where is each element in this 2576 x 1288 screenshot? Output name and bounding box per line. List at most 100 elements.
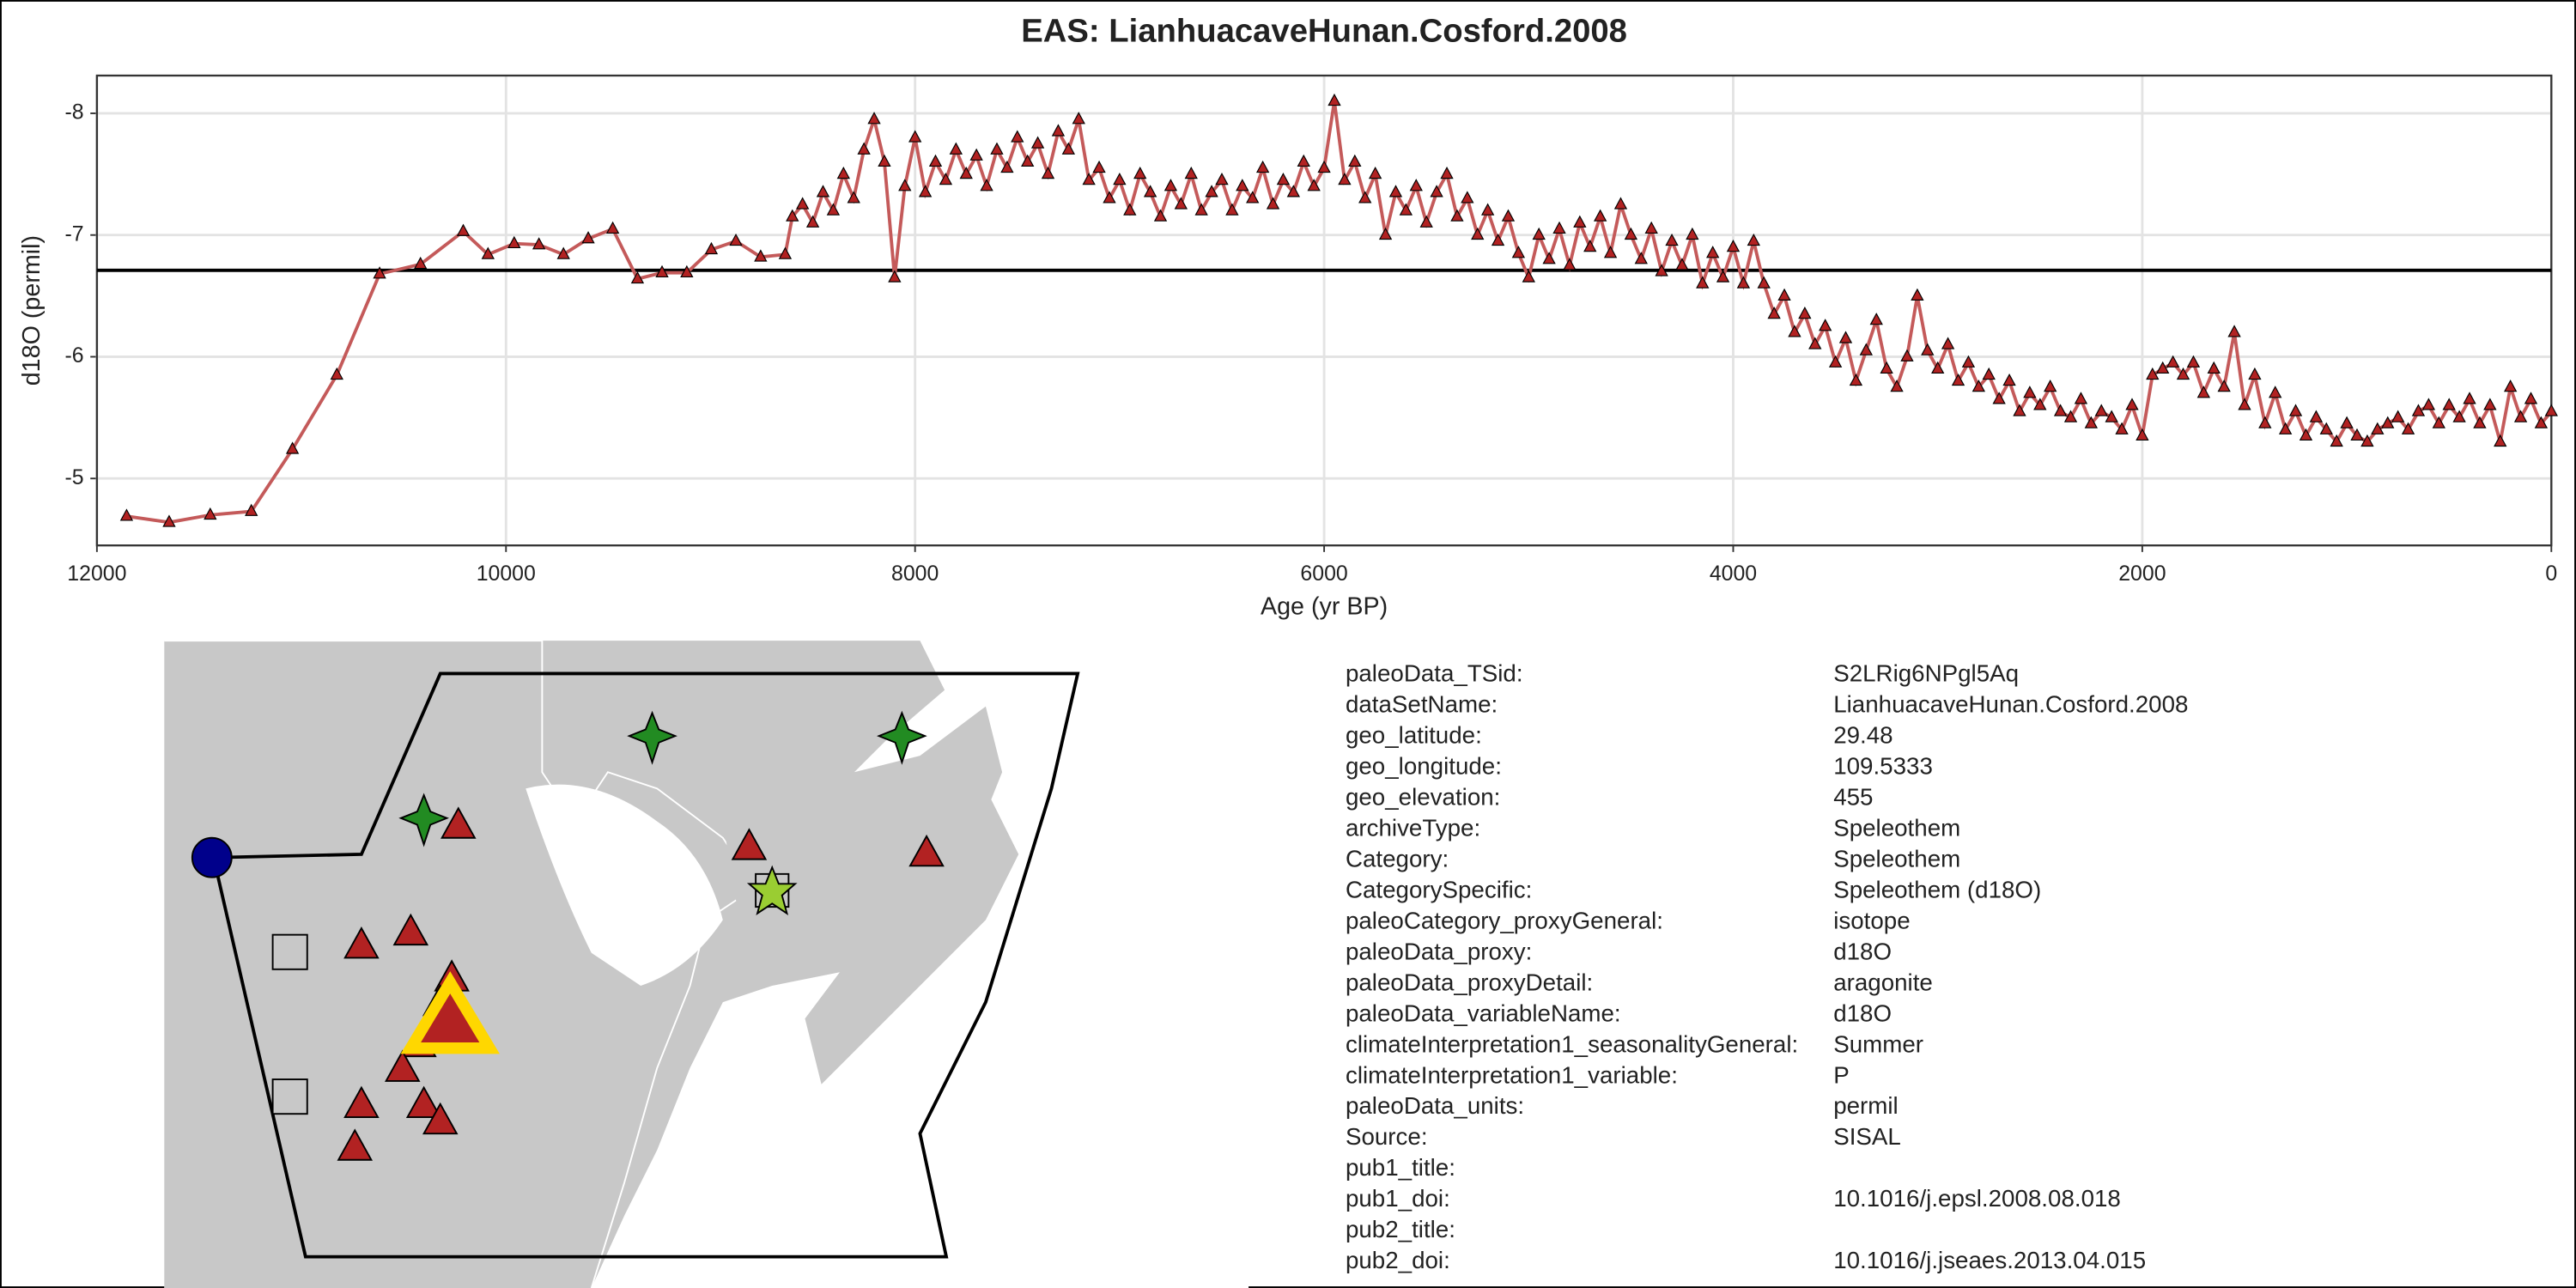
data-point [969,148,983,161]
plot-border [95,74,2553,547]
info-key: dataSetName: [1346,691,1498,718]
japan [805,788,1019,1084]
data-point [1246,191,1260,204]
data-point [1194,203,1208,216]
data-point [2084,416,2099,428]
data-point [581,231,595,244]
data-point [1941,337,1955,349]
data-point [1011,130,1024,143]
x-axis-label: Age (yr BP) [1261,592,1388,620]
data-point [2115,422,2129,434]
info-value: d18O [1833,999,1892,1026]
info-value: isotope [1833,907,1910,933]
data-point [1644,221,1658,234]
data-point [1961,355,1976,368]
data-point [898,179,912,191]
data-point [2002,373,2016,386]
data-point [1378,227,1393,240]
data-point [2360,434,2374,447]
data-point [2513,410,2528,422]
selected-site [400,971,500,1054]
data-point [786,209,799,222]
data-point [1726,240,1741,252]
data-point [1317,160,1331,173]
info-value: Speleothem [1833,845,1960,872]
data-point [2217,380,2231,392]
data-point [1552,221,1566,234]
data-point [456,223,471,236]
data-point [1696,276,1710,289]
data-point [1613,197,1628,210]
site-marker [627,710,677,765]
x-tick-label: 6000 [1300,562,1347,586]
info-value: d18O [1833,938,1892,964]
info-value: Speleothem [1833,815,1960,841]
data-point [2105,410,2118,422]
y-tick-label: -8 [64,100,83,125]
data-point [826,203,841,216]
info-value: S2LRig6NPgl5Aq [1833,660,2019,687]
data-point [1971,380,1985,392]
data-point [2023,386,2037,398]
data-point [867,112,881,125]
data-point [805,215,820,228]
data-point [959,166,973,179]
data-point [2309,410,2324,422]
data-point [1819,319,1832,331]
data-point [704,241,719,255]
data-point [1358,191,1372,204]
data-point [2340,416,2354,428]
data-point [1051,124,1066,137]
data-point [2196,386,2211,398]
data-point [1634,252,1648,264]
data-point [1573,215,1587,228]
info-key: paleoData_proxyDetail: [1346,969,1593,995]
info-key: paleoData_TSid: [1346,660,1523,687]
data-point [1716,270,1730,283]
data-point [918,185,933,197]
data-point [1594,209,1607,222]
info-value: SISAL [1833,1123,1901,1150]
data-point [836,166,850,179]
info-value: 10.1016/j.jseaes.2013.04.015 [1833,1247,2146,1273]
data-point [1890,380,1904,392]
data-point [729,233,743,246]
data-point [980,179,993,191]
data-point [1255,160,1270,173]
data-point [2432,416,2445,428]
region-outline [211,671,1080,1259]
data-point [1808,337,1822,349]
data-point [1675,258,1689,270]
plot: -8 -7 -6 -5 12000 10000 8000 6000 4000 2000 0 [64,74,2558,586]
data-point [2186,355,2201,368]
data-point [1461,191,1474,204]
data-point [1113,173,1127,185]
data-point [1767,306,1781,319]
data-point [2371,422,2385,434]
data-point [1542,252,1556,264]
data-point [2504,380,2518,392]
data-point [1992,392,2006,404]
info-key: pub1_title: [1346,1154,1455,1181]
land [164,641,1003,1288]
site-marker [877,710,927,765]
data-point [2053,404,2068,416]
data-point [2401,422,2415,434]
data-point [2013,404,2026,416]
data-point [285,441,300,454]
data-point [2207,361,2221,374]
border [164,640,757,1288]
data-point [1000,160,1014,173]
data-point [1082,173,1096,185]
data-point [2288,404,2303,416]
info-key: archiveType: [1346,815,1480,841]
info-value: 109.5333 [1833,753,1933,780]
data-point [2176,367,2190,380]
y-tick-label: -7 [64,222,83,246]
data-point [2494,434,2507,447]
data-point [2094,404,2108,416]
data-point [119,508,134,521]
data-point [1307,179,1321,191]
data-point [1092,160,1106,173]
